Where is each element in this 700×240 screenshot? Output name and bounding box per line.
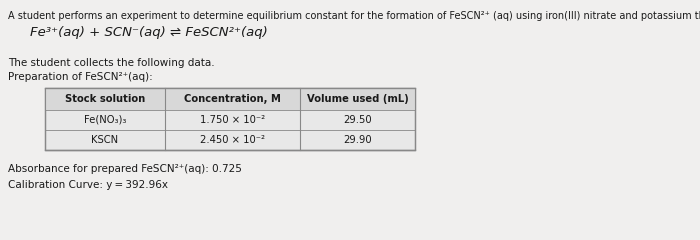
Text: Volume used (mL): Volume used (mL) xyxy=(307,94,408,104)
Text: Fe(NO₃)₃: Fe(NO₃)₃ xyxy=(84,115,126,125)
Text: Preparation of FeSCN²⁺(aq):: Preparation of FeSCN²⁺(aq): xyxy=(8,72,153,82)
Text: The student collects the following data.: The student collects the following data. xyxy=(8,58,215,68)
Text: 29.50: 29.50 xyxy=(343,115,372,125)
Text: Concentration, M: Concentration, M xyxy=(184,94,281,104)
FancyBboxPatch shape xyxy=(45,88,415,110)
Text: 29.90: 29.90 xyxy=(343,135,372,145)
Text: A student performs an experiment to determine equilibrium constant for the forma: A student performs an experiment to dete… xyxy=(8,11,700,21)
Text: KSCN: KSCN xyxy=(92,135,118,145)
Text: Calibration Curve: y = 392.96x: Calibration Curve: y = 392.96x xyxy=(8,180,168,190)
Text: Fe³⁺(aq) + SCN⁻(aq) ⇌ FeSCN²⁺(aq): Fe³⁺(aq) + SCN⁻(aq) ⇌ FeSCN²⁺(aq) xyxy=(30,26,267,39)
Text: Stock solution: Stock solution xyxy=(65,94,145,104)
Text: Absorbance for prepared FeSCN²⁺(aq): 0.725: Absorbance for prepared FeSCN²⁺(aq): 0.7… xyxy=(8,164,242,174)
Text: 2.450 × 10⁻²: 2.450 × 10⁻² xyxy=(200,135,265,145)
Text: 1.750 × 10⁻²: 1.750 × 10⁻² xyxy=(200,115,265,125)
FancyBboxPatch shape xyxy=(45,88,415,150)
